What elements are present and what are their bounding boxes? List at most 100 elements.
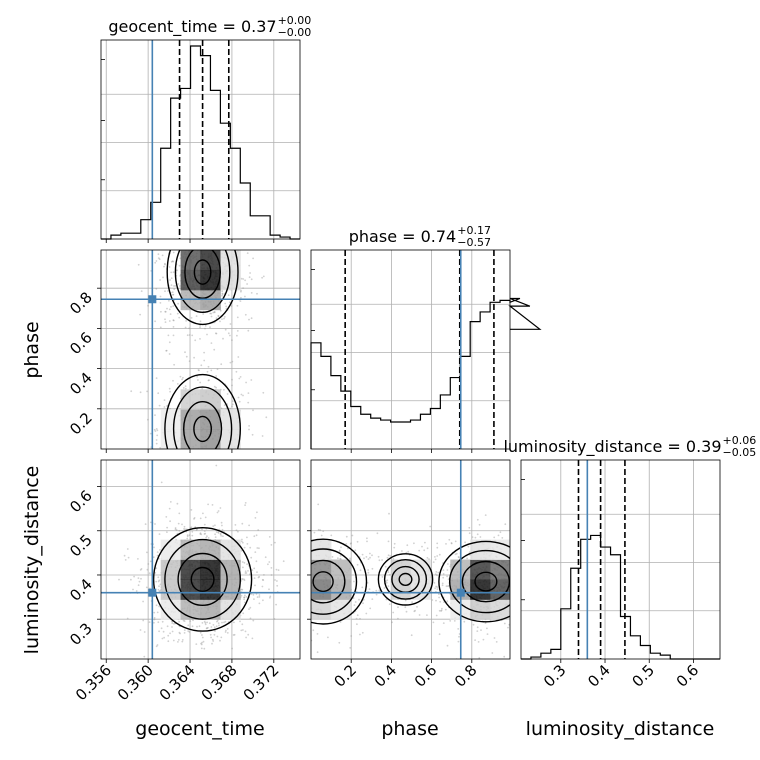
sample-point (503, 655, 506, 658)
sample-point (206, 535, 208, 538)
sample-point (220, 216, 222, 218)
sample-point (240, 296, 242, 299)
sample-point (142, 600, 145, 603)
sample-point (294, 594, 296, 596)
sample-point (447, 578, 450, 581)
sample-point (126, 548, 129, 550)
sample-point (513, 596, 515, 598)
sample-point (206, 483, 208, 485)
sample-point (178, 529, 181, 532)
title-plus-error: +0.06 (723, 434, 757, 447)
sample-point (249, 272, 252, 274)
truth-marker (148, 588, 157, 597)
sample-point (212, 236, 214, 238)
sample-point (172, 251, 175, 254)
sample-point (277, 569, 280, 571)
y-axis-label-luminosity-distance: luminosity_distance (21, 466, 43, 655)
sample-point (431, 599, 434, 601)
sample-point (176, 226, 178, 228)
sample-point (239, 300, 242, 302)
sample-point (204, 243, 206, 245)
sample-point (244, 630, 247, 633)
sample-point (187, 630, 190, 632)
sample-point (267, 558, 269, 560)
sample-point (210, 247, 212, 249)
sample-point (195, 247, 197, 249)
sample-point (234, 235, 236, 237)
sample-point (362, 602, 364, 605)
sample-point (133, 575, 136, 578)
sample-point (203, 647, 206, 650)
sample-point (226, 463, 228, 465)
sample-point (240, 290, 242, 293)
sample-point (527, 564, 529, 566)
sample-point (519, 571, 521, 573)
sample-point (222, 222, 224, 224)
sample-point (246, 283, 249, 285)
sample-point (518, 577, 520, 579)
sample-point (222, 235, 224, 237)
sample-point (229, 478, 231, 480)
sample-point (275, 550, 277, 552)
sample-point (275, 568, 278, 571)
sample-point (356, 623, 358, 626)
sample-point (210, 208, 212, 210)
sample-point (175, 468, 177, 470)
sample-point (196, 242, 198, 244)
sample-point (239, 376, 242, 378)
sample-point (185, 355, 188, 358)
sample-point (254, 517, 257, 519)
panel-frame (310, 249, 511, 450)
sample-point (233, 621, 235, 624)
sample-point (356, 540, 359, 543)
sample-point (256, 292, 258, 295)
sample-point (240, 629, 243, 632)
sample-point (536, 591, 538, 593)
sample-point (171, 260, 174, 262)
sample-point (241, 578, 244, 581)
sample-point (253, 577, 256, 579)
sample-point (140, 577, 142, 580)
sample-point (474, 536, 477, 539)
sample-point (182, 248, 184, 250)
sample-point (231, 360, 234, 363)
sample-point (202, 313, 205, 315)
sample-point (533, 568, 535, 570)
sample-point (207, 457, 209, 459)
sample-point (208, 622, 211, 625)
sample-point (413, 610, 416, 613)
sample-point (290, 606, 292, 608)
sample-point (436, 546, 439, 549)
sample-point (155, 260, 158, 262)
sample-point (221, 528, 224, 531)
sample-point (166, 625, 169, 628)
sample-point (200, 642, 202, 645)
sample-point (143, 454, 145, 456)
sample-point (159, 302, 162, 304)
sample-point (169, 181, 171, 183)
sample-point (515, 567, 517, 569)
sample-point (250, 593, 253, 595)
sample-point (264, 556, 267, 559)
sample-point (192, 619, 194, 622)
density-contour (190, 566, 215, 592)
sample-point (195, 529, 198, 531)
sample-point (276, 580, 278, 582)
sample-point (188, 244, 190, 246)
sample-point (497, 534, 500, 537)
sample-point (440, 609, 443, 612)
sample-point (189, 243, 191, 245)
sample-point (435, 614, 438, 617)
sample-point (345, 543, 348, 545)
sample-point (227, 227, 229, 229)
title-median: 0.37 (241, 17, 277, 36)
sample-point (223, 621, 225, 624)
sample-point (209, 244, 211, 246)
sample-point (214, 229, 216, 231)
density-cell (470, 599, 491, 620)
sample-point (418, 614, 421, 616)
sample-point (237, 356, 240, 358)
sample-point (536, 544, 538, 546)
sample-point (290, 545, 292, 547)
sample-point (393, 546, 396, 549)
